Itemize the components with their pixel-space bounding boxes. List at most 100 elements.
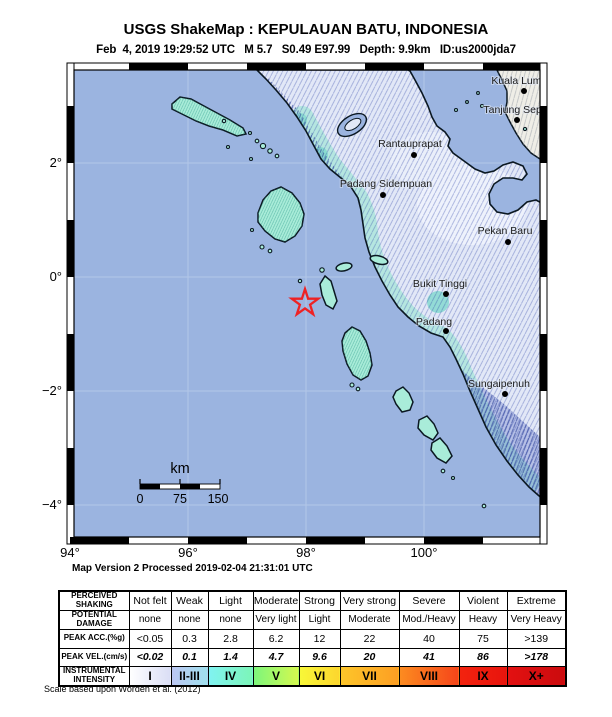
cell-acc-6: 22 xyxy=(339,628,400,649)
lat-label-m2: −2° xyxy=(42,383,62,398)
island-tanahmasa xyxy=(369,254,389,266)
cell-damage-5: Light xyxy=(298,609,341,630)
city-dot xyxy=(505,239,511,245)
lon-label-94: 94° xyxy=(60,545,80,560)
lat-label-2: 2° xyxy=(50,155,62,170)
cell-acc-8: 75 xyxy=(458,628,508,649)
city-dot xyxy=(443,328,449,334)
city-label-sungaipenuh: Sungaipenuh xyxy=(468,378,530,390)
legend-footnote: Scale based upon Worden et al. (2012) xyxy=(44,684,201,694)
cell-vel-3: 1.4 xyxy=(207,647,254,667)
cell-vel-5: 9.6 xyxy=(298,647,341,667)
cell-vel-2: 0.1 xyxy=(170,647,209,667)
city-dot xyxy=(502,391,508,397)
intensity-cell-IX: IX xyxy=(458,665,508,687)
row-perceived-shaking: PERCEIVED SHAKING Not felt Weak Light Mo… xyxy=(58,590,567,611)
shakemap-map: Kuala Lumpur Tanjung Sepat Rantauprapat … xyxy=(42,62,557,574)
cell-acc-4: 6.2 xyxy=(252,628,300,649)
city-dot xyxy=(443,291,449,297)
cell-vel-1: <0.02 xyxy=(128,647,172,667)
cities: Kuala Lumpur Tanjung Sepat Rantauprapat … xyxy=(339,74,557,397)
island-batu-east xyxy=(335,262,353,272)
lon-label-98: 98° xyxy=(296,545,316,560)
city-label-tanjung-sepat: Tanjung Sepat xyxy=(483,104,550,116)
cell-shaking-2: Weak xyxy=(170,590,209,611)
page-title: USGS ShakeMap : KEPULAUAN BATU, INDONESI… xyxy=(123,21,489,38)
city-dot xyxy=(380,192,386,198)
row-potential-damage: POTENTIAL DAMAGE none none none Very lig… xyxy=(58,609,567,630)
intensity-cell-I: I xyxy=(128,665,172,687)
intensity-cell-VI: VI xyxy=(298,665,341,687)
row-label-peak-acc: PEAK ACC.(%g) xyxy=(58,628,130,649)
scale-tick-150: 150 xyxy=(208,492,229,506)
city-label-padang: Padang xyxy=(416,316,452,328)
cell-damage-1: none xyxy=(128,609,172,630)
lake-toba xyxy=(336,112,368,138)
islets xyxy=(221,91,528,509)
lon-label-96: 96° xyxy=(178,545,198,560)
city-label-rantauprapat: Rantauprapat xyxy=(378,138,442,150)
axis-labels: 2° 0° −2° −4° 94° 96° 98° 100° xyxy=(42,155,437,560)
cell-shaking-9: Extreme xyxy=(506,590,567,611)
cell-damage-2: none xyxy=(170,609,209,630)
map-frame xyxy=(66,62,548,545)
intensity-cell-IV: IV xyxy=(207,665,254,687)
cell-damage-9: Very Heavy xyxy=(506,609,567,630)
cell-acc-5: 12 xyxy=(298,628,341,649)
cell-acc-9: >139 xyxy=(506,628,567,649)
city-label-bukit-tinggi: Bukit Tinggi xyxy=(413,278,467,290)
city-dot xyxy=(411,152,417,158)
cell-damage-4: Very light xyxy=(252,609,300,630)
row-peak-vel: PEAK VEL.(cm/s) <0.02 0.1 1.4 4.7 9.6 20… xyxy=(58,647,567,667)
intensity-legend-table: PERCEIVED SHAKING Not felt Weak Light Mo… xyxy=(58,590,567,688)
cell-damage-6: Moderate xyxy=(339,609,400,630)
cell-shaking-3: Light xyxy=(207,590,254,611)
cell-shaking-8: Violent xyxy=(458,590,508,611)
cell-vel-9: >178 xyxy=(506,647,567,667)
city-dot xyxy=(514,117,520,123)
scale-bar: km 0 75 150 xyxy=(137,461,229,506)
cell-vel-8: 86 xyxy=(458,647,508,667)
lon-label-100: 100° xyxy=(411,545,438,560)
scale-tick-0: 0 xyxy=(137,492,144,506)
scale-tick-75: 75 xyxy=(173,492,187,506)
event-summary: Feb 4, 2019 19:29:52 UTC M 5.7 S0.49 E97… xyxy=(96,44,516,56)
lat-label-m4: −4° xyxy=(42,497,62,512)
row-label-instrumental-intensity: INSTRUMENTAL INTENSITY xyxy=(58,665,130,687)
cell-vel-4: 4.7 xyxy=(252,647,300,667)
cell-acc-2: 0.3 xyxy=(170,628,209,649)
cell-acc-1: <0.05 xyxy=(128,628,172,649)
cell-shaking-7: Severe xyxy=(398,590,460,611)
cell-shaking-4: Moderate xyxy=(252,590,300,611)
row-label-potential-damage: POTENTIAL DAMAGE xyxy=(58,609,130,630)
map-version-line: Map Version 2 Processed 2019-02-04 21:31… xyxy=(72,563,313,574)
scale-unit: km xyxy=(170,461,189,477)
intensity-cell-VII: VII xyxy=(339,665,400,687)
cell-acc-7: 40 xyxy=(398,628,460,649)
cell-vel-7: 41 xyxy=(398,647,460,667)
intensity-cell-VIII: VIII xyxy=(398,665,460,687)
cell-shaking-1: Not felt xyxy=(128,590,172,611)
cell-damage-3: none xyxy=(207,609,254,630)
row-label-perceived-shaking: PERCEIVED SHAKING xyxy=(58,590,130,611)
city-dot xyxy=(521,88,527,94)
islands xyxy=(171,91,528,509)
intensity-cell-V: V xyxy=(252,665,300,687)
city-label-pekan-baru: Pekan Baru xyxy=(478,225,533,237)
epicenter-star xyxy=(288,285,322,318)
lat-label-0: 0° xyxy=(50,269,62,284)
row-peak-acc: PEAK ACC.(%g) <0.05 0.3 2.8 6.2 12 22 40… xyxy=(58,628,567,649)
city-label-kuala-lumpur: Kuala Lumpur xyxy=(491,75,557,87)
cell-damage-8: Heavy xyxy=(458,609,508,630)
cell-damage-7: Mod./Heavy xyxy=(398,609,460,630)
cell-shaking-6: Very strong xyxy=(339,590,400,611)
row-instrumental-intensity: INSTRUMENTAL INTENSITY I II-III IV V VI … xyxy=(58,665,567,687)
intensity-cell-II-III: II-III xyxy=(170,665,209,687)
cell-acc-3: 2.8 xyxy=(207,628,254,649)
cell-vel-6: 20 xyxy=(339,647,400,667)
cell-shaking-5: Strong xyxy=(298,590,341,611)
row-label-peak-vel: PEAK VEL.(cm/s) xyxy=(58,647,130,667)
intensity-cell-X: X+ xyxy=(506,665,567,687)
city-label-padang-sidempuan: Padang Sidempuan xyxy=(340,178,432,190)
